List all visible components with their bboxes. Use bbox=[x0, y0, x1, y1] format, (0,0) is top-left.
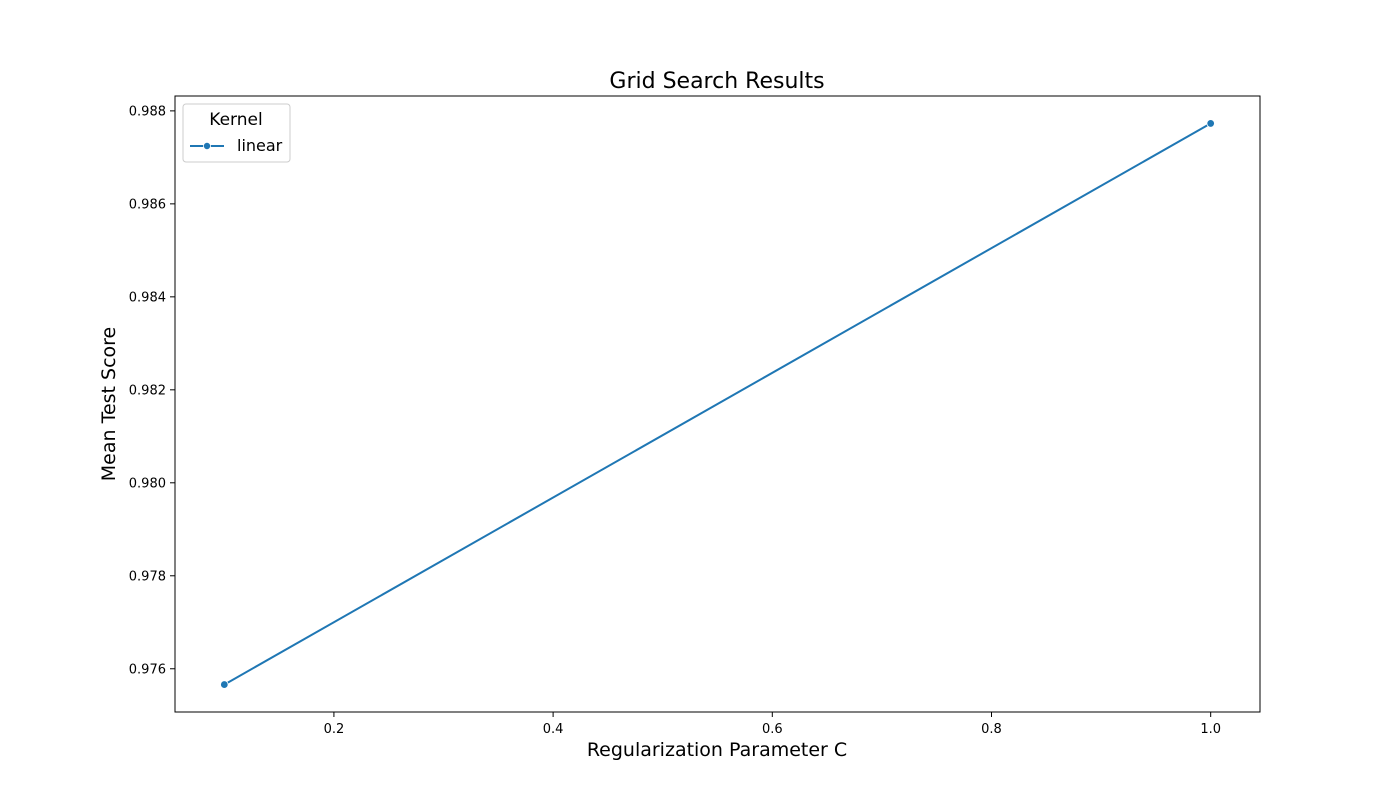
x-tick-label: 0.8 bbox=[981, 722, 1002, 737]
legend: Kernel linear bbox=[182, 103, 291, 163]
x-axis: 0.2 0.4 0.6 0.8 1.0 bbox=[324, 712, 1221, 737]
x-tick-label: 0.4 bbox=[543, 722, 564, 737]
plot-frame bbox=[174, 95, 1261, 713]
y-tick-label: 0.984 bbox=[129, 290, 166, 305]
legend-marker-swatch bbox=[202, 141, 211, 150]
y-axis-title: Mean Test Score bbox=[98, 327, 120, 481]
y-tick-label: 0.988 bbox=[129, 104, 166, 119]
legend-label-linear: linear bbox=[237, 136, 283, 155]
series-layer bbox=[220, 119, 1215, 689]
x-tick-label: 0.2 bbox=[324, 722, 345, 737]
data-point bbox=[220, 680, 229, 689]
y-tick-label: 0.980 bbox=[129, 476, 166, 491]
y-tick-label: 0.982 bbox=[129, 383, 166, 398]
data-point bbox=[1206, 119, 1215, 128]
y-tick-label: 0.976 bbox=[129, 662, 166, 677]
legend-title: Kernel bbox=[209, 110, 262, 130]
series-line-linear bbox=[223, 122, 1212, 686]
x-tick-label: 1.0 bbox=[1200, 722, 1221, 737]
x-axis-title: Regularization Parameter C bbox=[587, 739, 847, 761]
chart-title: Grid Search Results bbox=[609, 69, 824, 94]
y-axis: 0.976 0.978 0.980 0.982 0.984 0.986 0.988 bbox=[129, 104, 175, 677]
y-tick-label: 0.978 bbox=[129, 569, 166, 584]
x-tick-label: 0.6 bbox=[762, 722, 783, 737]
y-tick-label: 0.986 bbox=[129, 197, 166, 212]
